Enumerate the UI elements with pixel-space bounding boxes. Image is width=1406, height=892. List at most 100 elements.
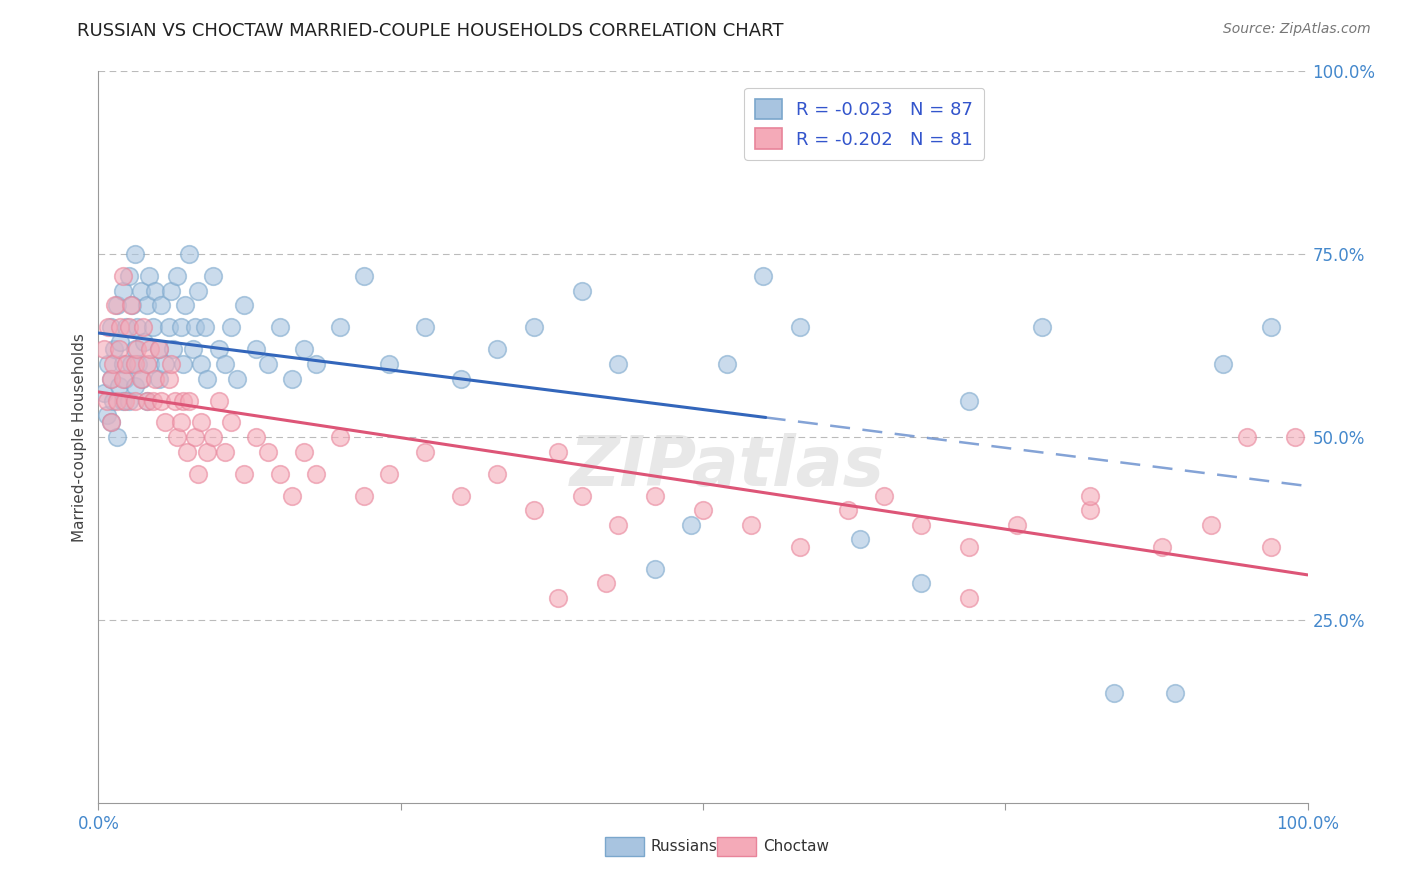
Point	[118, 269, 141, 284]
Point	[100, 416, 122, 430]
Point	[184, 320, 207, 334]
Point	[148, 343, 170, 357]
Point	[124, 379, 146, 393]
Text: ZIPatlas: ZIPatlas	[569, 433, 884, 500]
Point	[644, 489, 666, 503]
Point	[1007, 517, 1029, 532]
Point	[269, 320, 291, 334]
Point	[172, 393, 194, 408]
Point	[269, 467, 291, 481]
Point	[450, 371, 472, 385]
Point	[103, 343, 125, 357]
Point	[150, 298, 173, 312]
Point	[135, 393, 157, 408]
Point	[174, 298, 197, 312]
Point	[160, 357, 183, 371]
Point	[740, 517, 762, 532]
Point	[153, 416, 176, 430]
Point	[353, 489, 375, 503]
Point	[486, 343, 509, 357]
Point	[93, 343, 115, 357]
Point	[124, 343, 146, 357]
Point	[143, 284, 166, 298]
Point	[157, 320, 180, 334]
Point	[97, 357, 120, 371]
Point	[97, 320, 120, 334]
Point	[716, 357, 738, 371]
Point	[195, 371, 218, 385]
Point	[111, 269, 134, 284]
Point	[108, 379, 131, 393]
Point	[138, 269, 160, 284]
Point	[108, 320, 131, 334]
Point	[486, 467, 509, 481]
Point	[679, 517, 702, 532]
Point	[245, 430, 267, 444]
Point	[114, 371, 136, 385]
Point	[1260, 320, 1282, 334]
Point	[214, 444, 236, 458]
Point	[111, 371, 134, 385]
Point	[232, 298, 254, 312]
Point	[957, 591, 980, 605]
Point	[1163, 686, 1185, 700]
Point	[1152, 540, 1174, 554]
Point	[179, 393, 201, 408]
Point	[1236, 430, 1258, 444]
Point	[595, 576, 617, 591]
Point	[181, 343, 204, 357]
Point	[1031, 320, 1053, 334]
Point	[232, 467, 254, 481]
Point	[124, 247, 146, 261]
Point	[127, 320, 149, 334]
Point	[195, 444, 218, 458]
Point	[142, 320, 165, 334]
Point	[305, 467, 328, 481]
Point	[644, 562, 666, 576]
Point	[114, 393, 136, 408]
Point	[789, 540, 811, 554]
Point	[105, 393, 128, 408]
Point	[118, 320, 141, 334]
Point	[292, 343, 315, 357]
Point	[1284, 430, 1306, 444]
Point	[104, 298, 127, 312]
Text: Source: ZipAtlas.com: Source: ZipAtlas.com	[1223, 22, 1371, 37]
Point	[135, 393, 157, 408]
Point	[607, 357, 630, 371]
Point	[202, 430, 225, 444]
Point	[108, 334, 131, 349]
Point	[281, 371, 304, 385]
Point	[160, 284, 183, 298]
Point	[256, 444, 278, 458]
Y-axis label: Married-couple Households: Married-couple Households	[72, 333, 87, 541]
Point	[1212, 357, 1234, 371]
Point	[226, 371, 249, 385]
Point	[377, 467, 399, 481]
Legend: R = -0.023   N = 87, R = -0.202   N = 81: R = -0.023 N = 87, R = -0.202 N = 81	[744, 87, 984, 160]
Point	[129, 371, 152, 385]
Point	[208, 343, 231, 357]
Point	[256, 357, 278, 371]
Point	[101, 393, 124, 408]
Point	[111, 357, 134, 371]
Point	[148, 371, 170, 385]
Point	[134, 334, 156, 349]
Point	[571, 284, 593, 298]
Point	[120, 298, 142, 312]
Point	[150, 393, 173, 408]
Point	[142, 393, 165, 408]
Point	[101, 357, 124, 371]
Point	[221, 320, 243, 334]
Point	[202, 269, 225, 284]
Point	[187, 284, 209, 298]
Point	[208, 393, 231, 408]
Point	[353, 269, 375, 284]
Point	[108, 343, 131, 357]
Point	[118, 393, 141, 408]
Point	[127, 343, 149, 357]
Point	[100, 371, 122, 385]
Text: Russians: Russians	[651, 839, 718, 854]
Point	[121, 298, 143, 312]
Point	[184, 430, 207, 444]
